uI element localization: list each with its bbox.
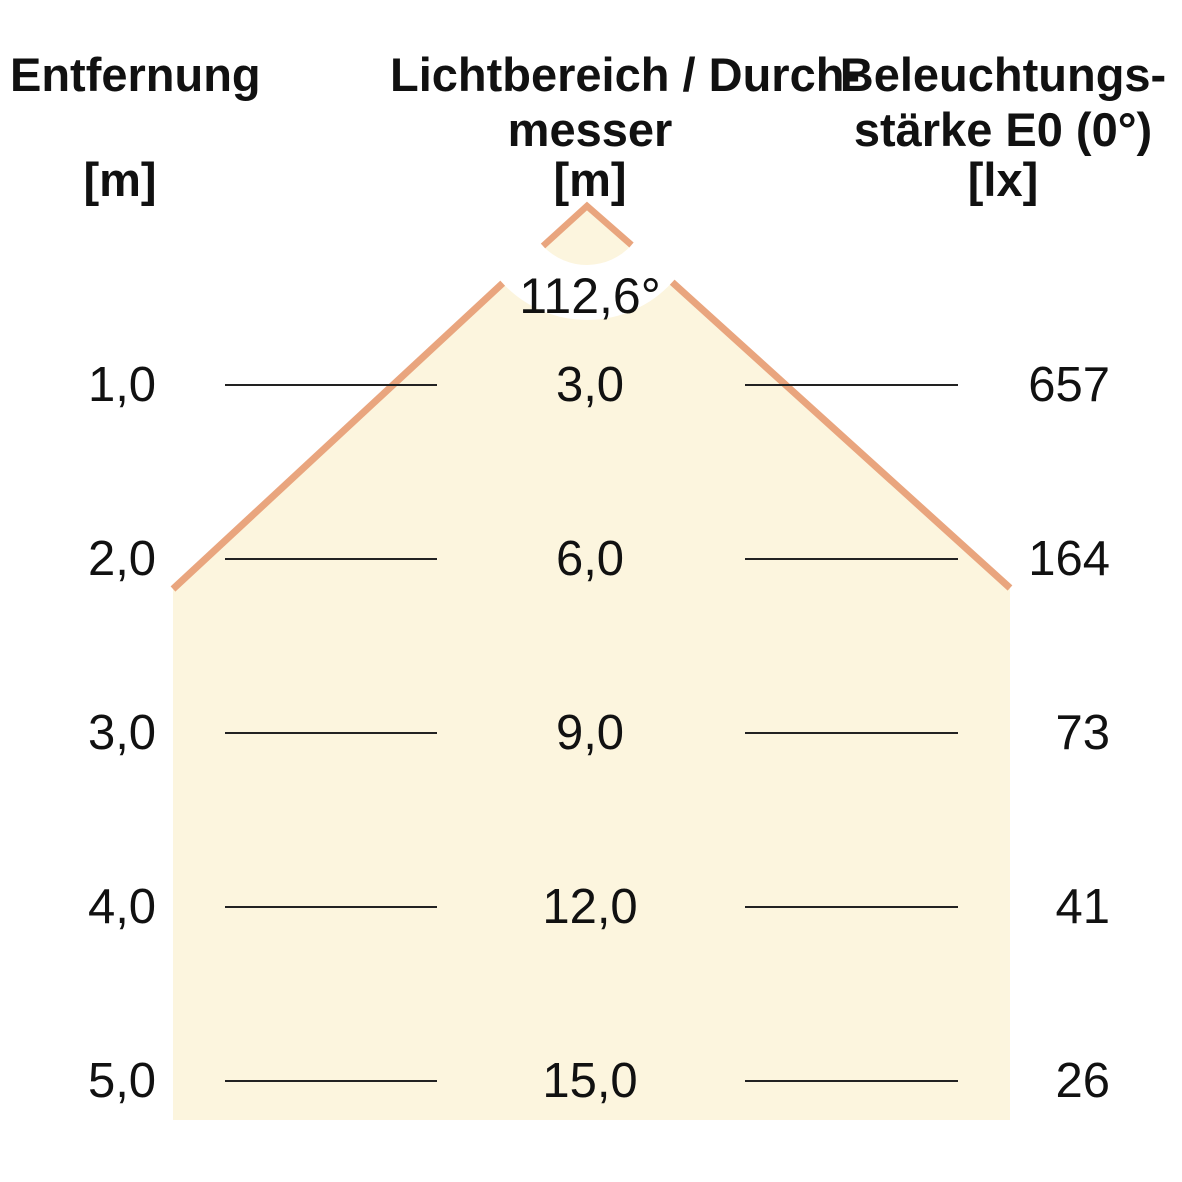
light-cone-fill	[173, 282, 1010, 1120]
header-distance-unit: [m]	[83, 153, 157, 206]
distance-value: 2,0	[87, 532, 157, 586]
row-rule-right	[745, 384, 958, 386]
row-rule-left	[225, 558, 437, 560]
header-illuminance-unit: [lx]	[967, 153, 1039, 206]
apex-wedge-fill	[543, 206, 632, 265]
header-illuminance-title-line1: Beleuchtungs-	[839, 48, 1167, 101]
illuminance-value: 657	[1028, 358, 1110, 412]
apex-wedge-edges	[540, 201, 634, 249]
diameter-value: 6,0	[555, 532, 625, 586]
row-rule-right	[745, 1080, 958, 1082]
header-distance-title: Entfernung	[10, 48, 261, 101]
row-rule-left	[225, 384, 437, 386]
header-beam-unit: [m]	[553, 153, 627, 206]
header-illuminance-title-line2: stärke E0 (0°)	[853, 103, 1153, 156]
header-beam-title-line1: Lichtbereich / Durch-	[390, 48, 861, 101]
illuminance-value: 73	[1055, 706, 1110, 760]
row-rule-left	[225, 1080, 437, 1082]
distance-value: 1,0	[87, 358, 157, 412]
row-rule-right	[745, 558, 958, 560]
illuminance-value: 164	[1028, 532, 1110, 586]
illuminance-value: 26	[1055, 1054, 1110, 1108]
diameter-value: 3,0	[555, 358, 625, 412]
row-rule-left	[225, 906, 437, 908]
beam-angle-label: 112,6°	[519, 268, 661, 324]
distance-value: 4,0	[87, 880, 157, 934]
light-cone-right-edge	[669, 279, 1013, 591]
row-rule-right	[745, 732, 958, 734]
illuminance-value: 41	[1055, 880, 1110, 934]
header-beam-title-line2: messer	[507, 103, 673, 156]
row-rule-right	[745, 906, 958, 908]
light-cone-left-edge	[170, 280, 506, 592]
diameter-value: 12,0	[542, 880, 638, 934]
diameter-value: 9,0	[555, 706, 625, 760]
distance-value: 3,0	[87, 706, 157, 760]
diameter-value: 15,0	[542, 1054, 638, 1108]
distance-value: 5,0	[87, 1054, 157, 1108]
row-rule-left	[225, 732, 437, 734]
